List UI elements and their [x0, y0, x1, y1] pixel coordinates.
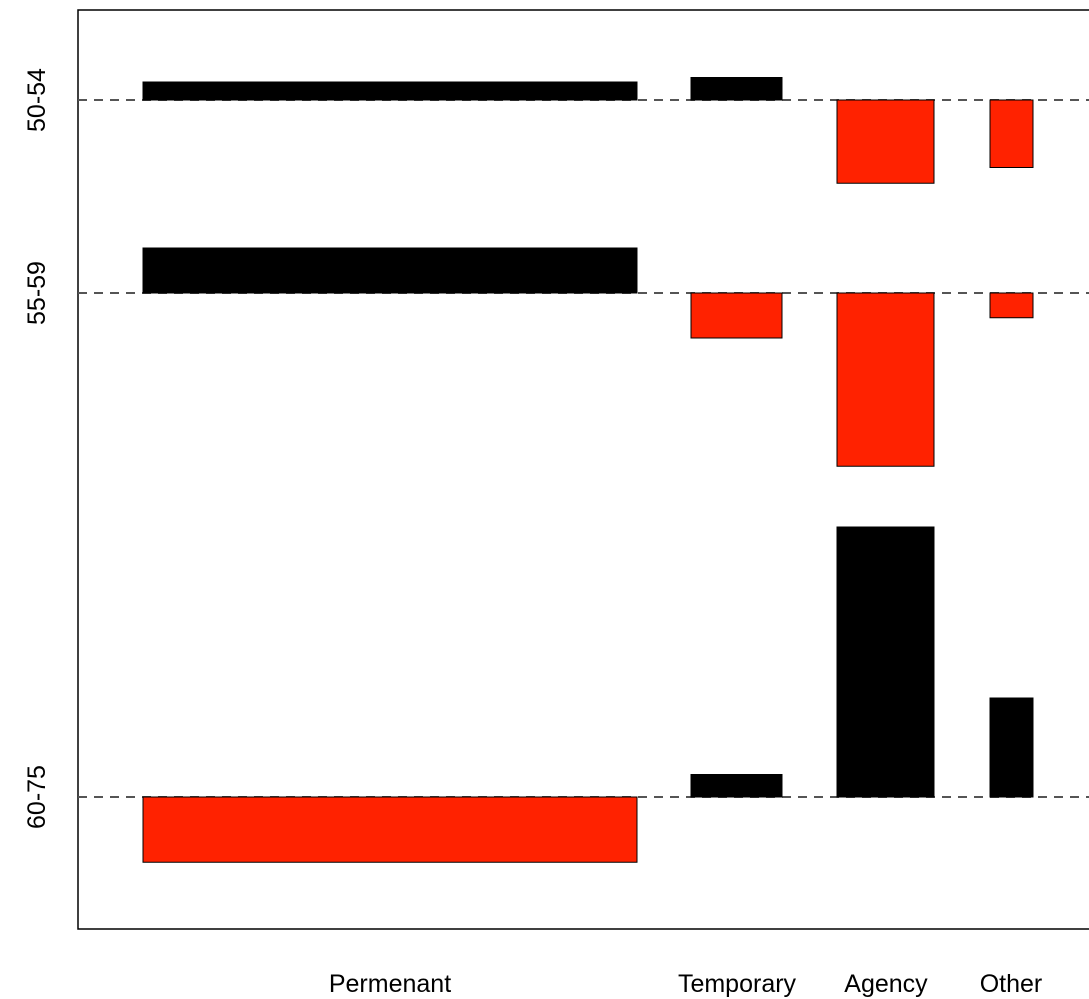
bar-55-59-other — [989, 292, 1034, 319]
column-label-temporary: Temporary — [678, 970, 797, 998]
bar-55-59-agency — [836, 292, 935, 467]
row-labels: 50-54 55-59 60-75 — [23, 68, 51, 829]
bar-50-54-temporary — [690, 77, 783, 101]
bar-55-59-permenant — [142, 247, 638, 294]
column-label-other: Other — [980, 970, 1043, 998]
column-label-permenant: Permenant — [329, 970, 451, 998]
baselines — [78, 99, 1089, 798]
row-label-60-75: 60-75 — [23, 765, 51, 829]
bar-60-75-agency — [836, 526, 935, 798]
bar-60-75-temporary — [690, 774, 783, 798]
bar-55-59-temporary — [690, 292, 783, 339]
plot-frame — [77, 9, 1089, 930]
bar-50-54-agency — [836, 99, 935, 184]
row-label-55-59: 55-59 — [23, 261, 51, 325]
column-labels: Permenant Temporary Agency Other — [329, 970, 1042, 998]
bars — [142, 77, 1034, 863]
row-label-50-54: 50-54 — [23, 68, 51, 132]
bar-60-75-permenant — [142, 796, 638, 863]
column-label-agency: Agency — [844, 970, 928, 998]
bar-50-54-permenant — [142, 81, 638, 101]
bar-50-54-other — [989, 99, 1034, 168]
bar-60-75-other — [989, 697, 1034, 798]
